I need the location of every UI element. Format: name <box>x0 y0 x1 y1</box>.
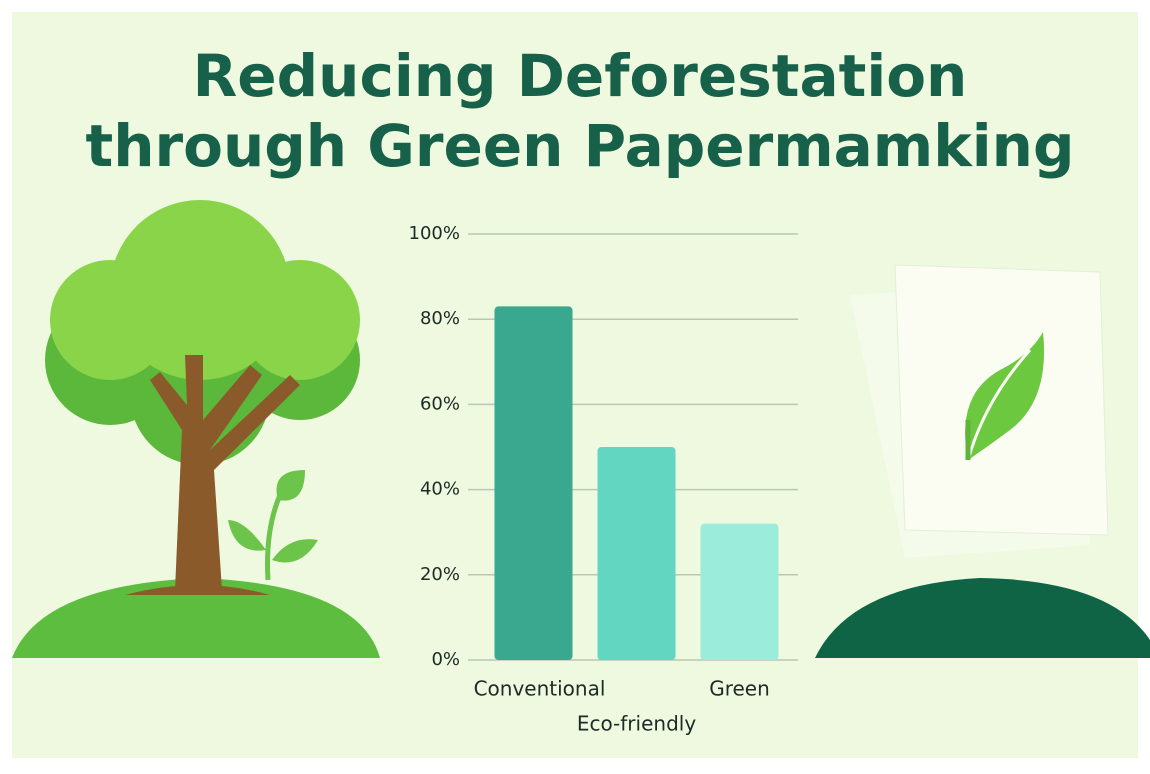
x-tick-label: Conventional <box>474 677 606 701</box>
x-tick-label: Eco-friendly <box>577 712 697 736</box>
y-tick-label: 60% <box>420 393 460 414</box>
y-tick-label: 20% <box>420 564 460 585</box>
hill <box>815 578 1150 658</box>
y-tick-label: 100% <box>409 223 460 244</box>
title-line: through Green Papermamking <box>86 112 1075 180</box>
sprout <box>228 470 318 581</box>
x-tick-label: Green <box>709 677 770 701</box>
tree <box>45 200 360 595</box>
bar <box>494 306 573 660</box>
hill <box>12 578 380 658</box>
y-tick-label: 40% <box>420 479 460 500</box>
paper-sheets <box>850 264 1109 558</box>
title-line: Reducing Deforestation <box>193 42 968 110</box>
y-tick-label: 0% <box>431 649 460 670</box>
bar <box>700 523 779 660</box>
y-tick-label: 80% <box>420 308 460 329</box>
bar <box>597 447 676 660</box>
